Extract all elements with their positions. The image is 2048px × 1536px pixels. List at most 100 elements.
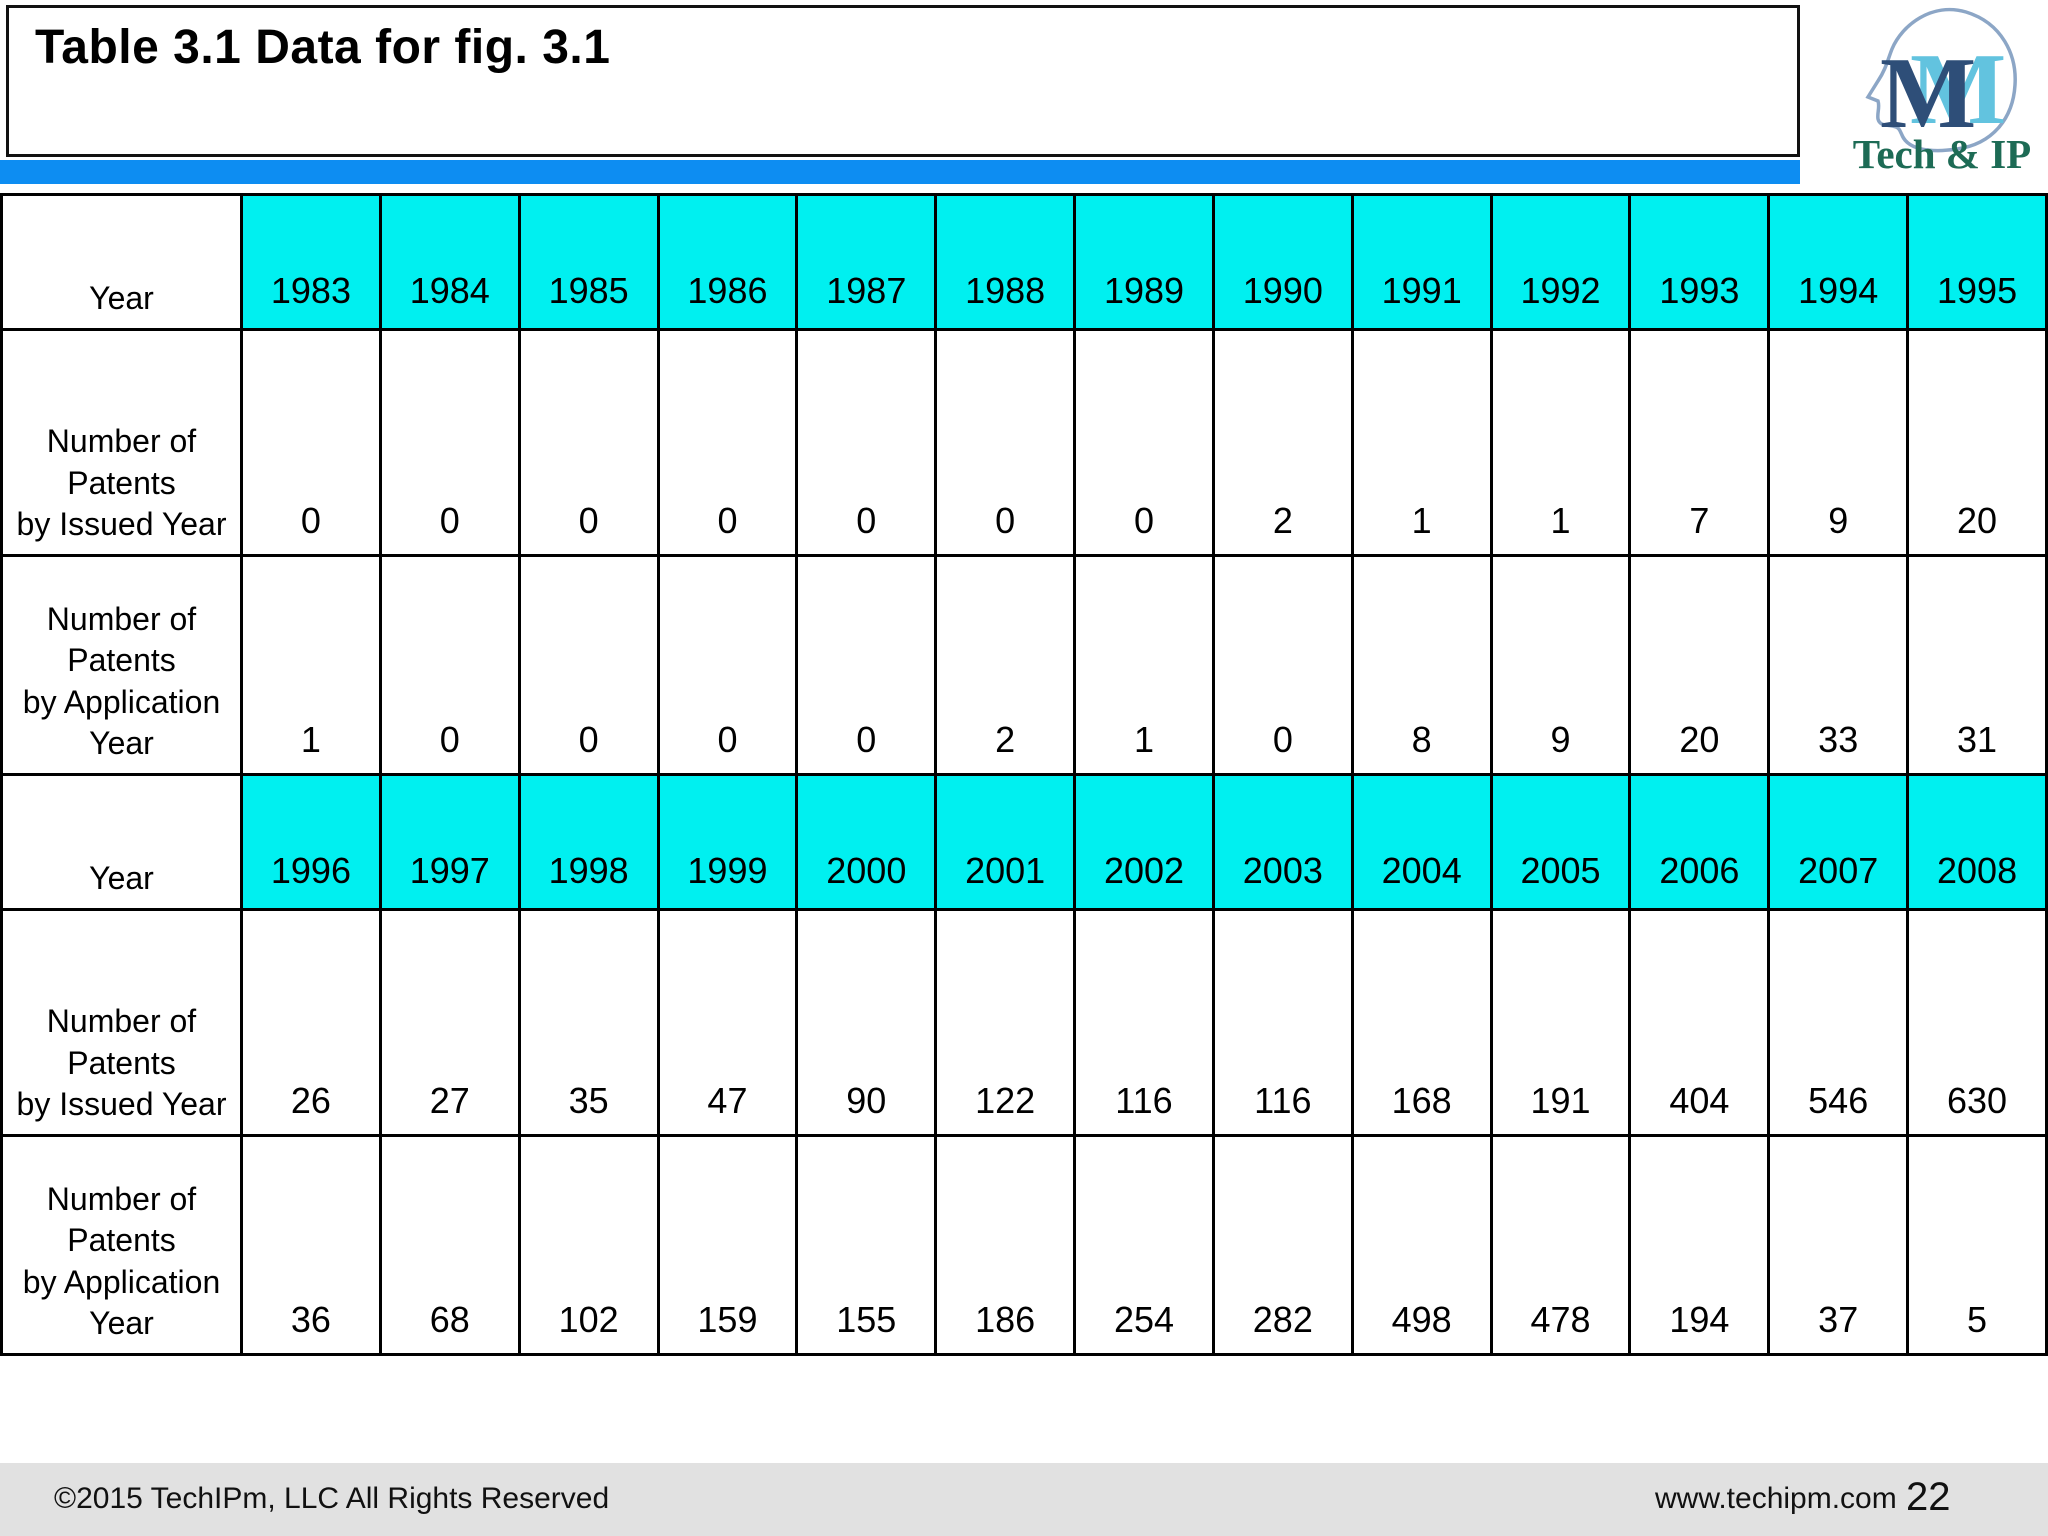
- value-cell: 1: [1489, 328, 1632, 557]
- year-header-cell: 1985: [517, 193, 660, 331]
- value-cell: 9: [1489, 554, 1632, 776]
- website-text: www.techipm.com: [1655, 1482, 1897, 1515]
- year-header-cell: 1986: [656, 193, 799, 331]
- table-row-issued-1996-2008: Number of Patents by Issued Year 26 27 35 47 90…: [0, 908, 2048, 1137]
- value-cell: 0: [795, 554, 938, 776]
- value-cell: 20: [1628, 554, 1771, 776]
- year-header-cell: 1998: [517, 773, 660, 911]
- value-cell: 47: [656, 908, 799, 1137]
- table-row-application-1996-2008: Number of Patents by Application Year 36 68 10…: [0, 1134, 2048, 1356]
- value-cell: 2: [1211, 328, 1354, 557]
- value-cell: 0: [517, 328, 660, 557]
- row-label: Number of Patents by Application Year: [0, 1134, 243, 1356]
- value-cell: 186: [934, 1134, 1077, 1356]
- value-cell: 26: [240, 908, 382, 1137]
- logo-text: Tech & IP: [1853, 131, 2031, 177]
- value-cell: 33: [1767, 554, 1910, 776]
- value-cell: 1: [1073, 554, 1215, 776]
- table-row-years-1996-2008: Year 1996 1997 1998 1999 2000 2001 2002 2003 2004…: [0, 773, 2048, 911]
- footer-bar: ©2015 TechIPm, LLC All Rights Reserved w…: [0, 1463, 2048, 1536]
- tech-ip-logo: M M Tech & IP: [1836, 0, 2048, 178]
- value-cell: 1: [240, 554, 382, 776]
- year-header-cell: 2002: [1073, 773, 1215, 911]
- page-number: 22: [1906, 1475, 1951, 1519]
- value-cell: 159: [656, 1134, 799, 1356]
- year-header-cell: 1997: [378, 773, 521, 911]
- year-header-cell: 2007: [1767, 773, 1910, 911]
- value-cell: 90: [795, 908, 938, 1137]
- table-row-issued-1983-1995: Number of Patents by Issued Year 0 0 0 0 0 0 0 2 1 1…: [0, 328, 2048, 557]
- year-header-cell: 1992: [1489, 193, 1632, 331]
- title-box: Table 3.1 Data for fig. 3.1: [6, 5, 1800, 157]
- year-header-cell: 1993: [1628, 193, 1771, 331]
- year-header-cell: 1990: [1211, 193, 1354, 331]
- year-header-cell: 1994: [1767, 193, 1910, 331]
- table-row-application-1983-1995: Number of Patents by Application Year 1 0 0 0 0 2…: [0, 554, 2048, 776]
- row-label: Year: [0, 193, 243, 331]
- value-cell: 0: [795, 328, 938, 557]
- page-title: Table 3.1 Data for fig. 3.1: [35, 21, 611, 74]
- head-profile-logo-icon: M M Tech & IP: [1853, 7, 2031, 177]
- year-header-cell: 2000: [795, 773, 938, 911]
- value-cell: 191: [1489, 908, 1632, 1137]
- value-cell: 0: [1211, 554, 1354, 776]
- value-cell: 7: [1628, 328, 1771, 557]
- value-cell: 27: [378, 908, 521, 1137]
- value-cell: 20: [1906, 328, 2048, 557]
- head-outline-path: [1865, 7, 2017, 153]
- year-header-cell: 2004: [1350, 773, 1493, 911]
- accent-bar-divider: [0, 160, 1800, 184]
- year-header-cell: 1984: [378, 193, 521, 331]
- copyright-text: ©2015 TechIPm, LLC All Rights Reserved: [54, 1482, 610, 1515]
- year-header-cell: 1999: [656, 773, 799, 911]
- value-cell: 1: [1350, 328, 1493, 557]
- table-row-years-1983-1995: Year 1983 1984 1985 1986 1987 1988 1989 1990 1991…: [0, 193, 2048, 331]
- year-header-cell: 1983: [240, 193, 382, 331]
- value-cell: 122: [934, 908, 1077, 1137]
- value-cell: 9: [1767, 328, 1910, 557]
- year-header-cell: 2001: [934, 773, 1077, 911]
- value-cell: 282: [1211, 1134, 1354, 1356]
- year-header-cell: 2008: [1906, 773, 2048, 911]
- value-cell: 254: [1073, 1134, 1215, 1356]
- value-cell: 102: [517, 1134, 660, 1356]
- value-cell: 8: [1350, 554, 1493, 776]
- year-header-cell: 1991: [1350, 193, 1493, 331]
- value-cell: 404: [1628, 908, 1771, 1137]
- value-cell: 5: [1906, 1134, 2048, 1356]
- value-cell: 498: [1350, 1134, 1493, 1356]
- value-cell: 0: [656, 328, 799, 557]
- value-cell: 0: [934, 328, 1077, 557]
- data-table: Year 1983 1984 1985 1986 1987 1988 1989 1990 1991…: [0, 193, 2048, 1356]
- year-header-cell: 1995: [1906, 193, 2048, 331]
- year-header-cell: 1996: [240, 773, 382, 911]
- value-cell: 0: [1073, 328, 1215, 557]
- value-cell: 35: [517, 908, 660, 1137]
- value-cell: 116: [1073, 908, 1215, 1137]
- value-cell: 155: [795, 1134, 938, 1356]
- value-cell: 37: [1767, 1134, 1910, 1356]
- value-cell: 478: [1489, 1134, 1632, 1356]
- row-label: Year: [0, 773, 243, 911]
- year-header-cell: 1988: [934, 193, 1077, 331]
- year-header-cell: 2005: [1489, 773, 1632, 911]
- row-label: Number of Patents by Issued Year: [0, 908, 243, 1137]
- value-cell: 116: [1211, 908, 1354, 1137]
- year-header-cell: 1989: [1073, 193, 1215, 331]
- value-cell: 0: [656, 554, 799, 776]
- value-cell: 0: [517, 554, 660, 776]
- value-cell: 2: [934, 554, 1077, 776]
- year-header-cell: 1987: [795, 193, 938, 331]
- year-header-cell: 2003: [1211, 773, 1354, 911]
- year-header-cell: 2006: [1628, 773, 1771, 911]
- value-cell: 68: [378, 1134, 521, 1356]
- value-cell: 194: [1628, 1134, 1771, 1356]
- logo-monogram-light: M: [1910, 33, 2006, 146]
- row-label: Number of Patents by Application Year: [0, 554, 243, 776]
- value-cell: 630: [1906, 908, 2048, 1137]
- value-cell: 0: [240, 328, 382, 557]
- value-cell: 0: [378, 554, 521, 776]
- value-cell: 546: [1767, 908, 1910, 1137]
- logo-monogram-dark: M: [1880, 37, 1976, 150]
- value-cell: 168: [1350, 908, 1493, 1137]
